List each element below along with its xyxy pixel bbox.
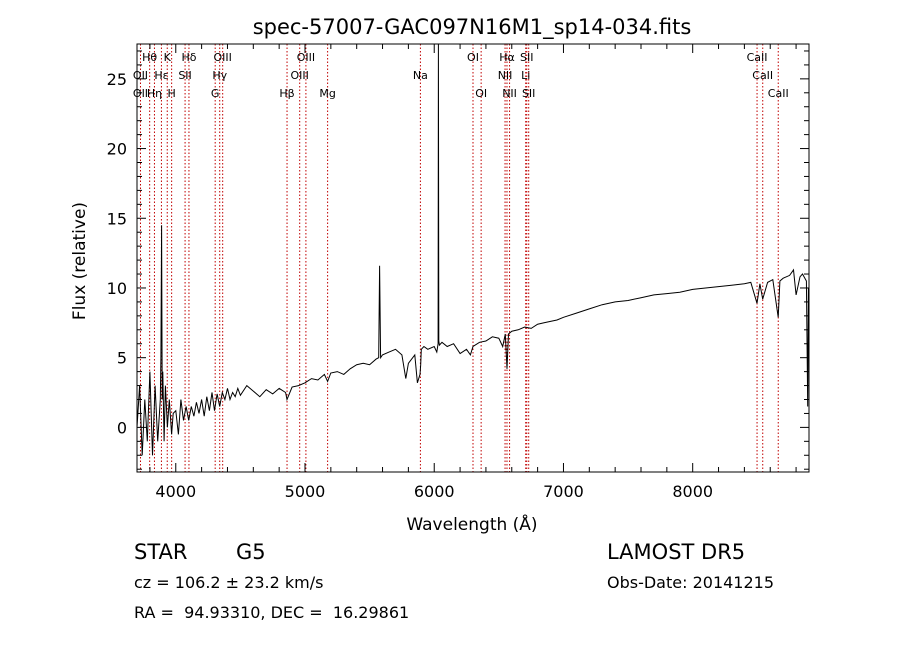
line-markers [139,44,779,472]
object-class: STAR [134,540,188,564]
line-label: SII [520,51,533,64]
line-label: H [167,87,175,100]
line-label: Hδ [181,51,196,64]
line-label: Hα [499,51,515,64]
line-label: OI [467,51,479,64]
line-label: Hε [154,69,168,82]
line-label: CaII [768,87,789,100]
line-label: CaII [747,51,768,64]
line-label: Hη [147,87,162,100]
line-label: K [164,51,172,64]
x-axis-label: Wavelength (Å) [406,513,537,535]
line-label: Li [521,69,530,82]
chart-title: spec-57007-GAC097N16M1_sp14-034.fits [253,15,692,40]
line-label: OI [475,87,487,100]
line-labels: Hθ OII OII Hε Hη K H Hδ SII OIII Hγ G OIII OIII Hβ Mg Na… [133,51,789,100]
line-label: OIII [213,51,231,64]
y-tick-label: 10 [107,279,127,298]
line-label: OIII [297,51,315,64]
line-label: Hγ [212,69,227,82]
x-tick-label: 6000 [414,482,455,501]
line-label: OIII [291,69,309,82]
x-tick-label: 4000 [155,482,196,501]
line-label: Mg [319,87,335,100]
line-label: G [211,87,220,100]
line-label: Hβ [279,87,294,100]
y-tick-label: 0 [117,418,127,437]
x-tick-label: 7000 [543,482,584,501]
line-label: OII [133,69,148,82]
x-tick-label: 8000 [672,482,713,501]
line-label: OII [133,87,148,100]
line-label: SII [522,87,535,100]
x-axis: 4000 5000 6000 7000 8000 [149,44,797,501]
x-tick-label: 5000 [285,482,326,501]
line-label: NII [502,87,517,100]
y-tick-label: 5 [117,349,127,368]
plot-frame [136,43,810,473]
object-subclass: G5 [236,540,266,564]
y-tick-label: 25 [107,70,127,89]
coordinates: RA = 94.93310, DEC = 16.29861 [134,603,410,622]
line-label: SII [178,69,191,82]
line-label: NII [498,69,513,82]
y-tick-label: 20 [107,140,127,159]
spectrum-line [136,43,809,456]
survey-name: LAMOST DR5 [607,540,746,564]
line-label: Hθ [142,51,157,64]
observation-date: Obs-Date: 20141215 [607,573,775,592]
redshift-cz: cz = 106.2 ± 23.2 km/s [134,573,324,592]
y-axis: 0 5 10 15 20 25 [107,50,809,470]
y-axis-label: Flux (relative) [70,202,90,320]
y-tick-label: 15 [107,209,127,228]
line-label: CaII [752,69,773,82]
line-label: Na [413,69,428,82]
